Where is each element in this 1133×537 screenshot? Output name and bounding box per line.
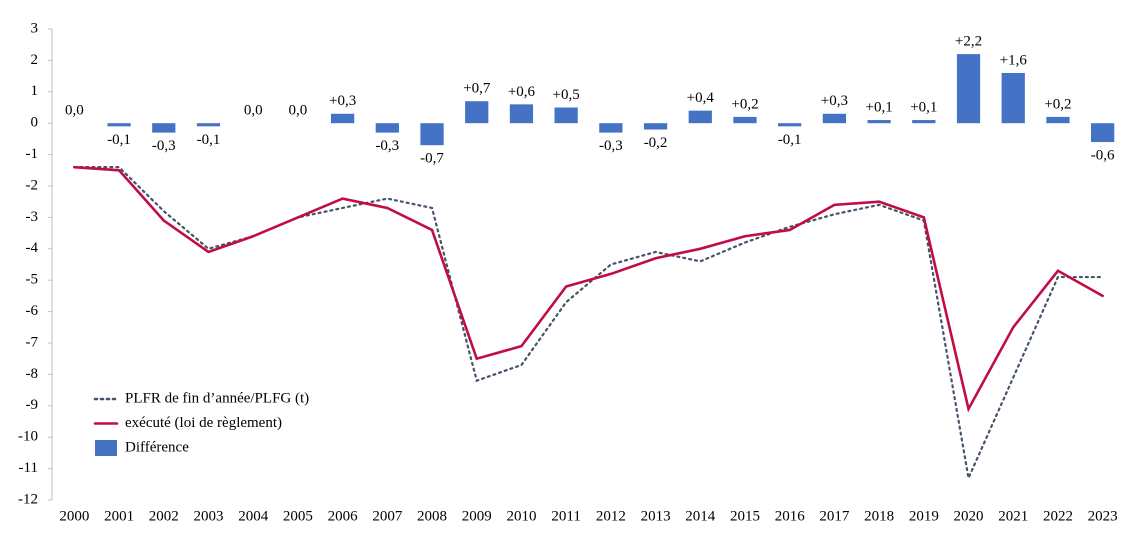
data-label: +0,5 xyxy=(553,87,580,103)
legend-label: PLFR de fin d’année/PLFG (t) xyxy=(125,390,309,406)
bar xyxy=(1046,116,1070,124)
x-tick-label: 2022 xyxy=(1043,508,1073,524)
data-label: +0,2 xyxy=(731,96,758,112)
y-tick-label: -1 xyxy=(26,146,39,162)
bar xyxy=(956,54,981,124)
y-tick-label: -8 xyxy=(26,366,39,382)
x-tick-label: 2018 xyxy=(864,508,894,524)
data-label: 0,0 xyxy=(289,103,308,119)
x-tick-label: 2007 xyxy=(372,508,403,524)
data-label: -0,6 xyxy=(1091,147,1115,163)
y-tick-label: -3 xyxy=(26,209,39,225)
data-label: +2,2 xyxy=(955,34,982,50)
data-label: -0,3 xyxy=(599,138,623,154)
x-tick-label: 2002 xyxy=(149,508,179,524)
data-label: -0,3 xyxy=(152,138,176,154)
data-label: 0,0 xyxy=(65,103,84,119)
data-label: +0,1 xyxy=(865,99,892,115)
y-tick-label: -2 xyxy=(26,177,39,193)
x-tick-label: 2008 xyxy=(417,508,447,524)
x-tick-label: 2004 xyxy=(238,508,269,524)
x-tick-label: 2015 xyxy=(730,508,760,524)
bar xyxy=(643,123,668,130)
x-tick-label: 2011 xyxy=(551,508,580,524)
legend-swatch xyxy=(95,440,117,456)
y-tick-label: 1 xyxy=(31,83,39,99)
x-tick-label: 2010 xyxy=(506,508,536,524)
x-tick-label: 2005 xyxy=(283,508,313,524)
y-tick-label: -12 xyxy=(18,491,38,507)
y-tick-label: -4 xyxy=(26,240,39,256)
y-tick-label: -10 xyxy=(18,429,38,445)
x-tick-label: 2012 xyxy=(596,508,626,524)
bar xyxy=(375,123,399,133)
y-tick-label: -7 xyxy=(26,334,39,350)
x-tick-label: 2013 xyxy=(641,508,671,524)
x-tick-label: 2003 xyxy=(193,508,223,524)
bar xyxy=(867,120,891,124)
data-label: +0,4 xyxy=(687,90,715,106)
x-tick-label: 2001 xyxy=(104,508,134,524)
x-tick-label: 2017 xyxy=(819,508,850,524)
x-tick-label: 2009 xyxy=(462,508,492,524)
bar xyxy=(152,123,176,133)
data-label: +0,6 xyxy=(508,84,536,100)
y-tick-label: 0 xyxy=(31,115,39,131)
bar xyxy=(778,123,802,127)
x-tick-label: 2019 xyxy=(909,508,939,524)
y-tick-label: -5 xyxy=(26,272,39,288)
data-label: +1,6 xyxy=(1000,52,1028,68)
bar xyxy=(1091,123,1115,143)
bar xyxy=(912,120,936,124)
data-label: +0,2 xyxy=(1044,96,1071,112)
legend-label: exécuté (loi de règlement) xyxy=(125,415,282,431)
data-label: -0,3 xyxy=(375,138,399,154)
x-tick-label: 2023 xyxy=(1088,508,1118,524)
legend-label: Différence xyxy=(125,439,189,455)
x-tick-label: 2020 xyxy=(954,508,984,524)
x-tick-label: 2006 xyxy=(328,508,359,524)
x-tick-label: 2014 xyxy=(685,508,716,524)
y-tick-label: 3 xyxy=(31,20,39,36)
data-label: -0,1 xyxy=(197,132,221,148)
y-tick-label: -6 xyxy=(26,303,39,319)
data-label: -0,1 xyxy=(107,132,131,148)
bar xyxy=(733,116,757,124)
x-tick-label: 2021 xyxy=(998,508,1028,524)
x-tick-label: 2000 xyxy=(59,508,89,524)
bar xyxy=(1001,72,1025,124)
y-tick-label: 2 xyxy=(31,52,39,68)
data-label: -0,1 xyxy=(778,132,802,148)
y-tick-label: -9 xyxy=(26,397,39,413)
data-label: +0,7 xyxy=(463,81,491,97)
bar xyxy=(420,123,444,146)
bar xyxy=(509,104,534,124)
x-tick-label: 2016 xyxy=(775,508,806,524)
bar xyxy=(330,113,355,124)
line xyxy=(73,165,1104,413)
data-label: +0,3 xyxy=(821,93,848,109)
data-label: -0,7 xyxy=(420,151,444,167)
bar xyxy=(688,110,712,124)
data-label: 0,0 xyxy=(244,103,263,119)
bar xyxy=(822,113,847,124)
bar xyxy=(196,123,221,127)
data-label: -0,2 xyxy=(644,135,668,151)
data-label: +0,3 xyxy=(329,93,356,109)
bar xyxy=(554,107,578,124)
bar xyxy=(599,123,623,133)
data-label: +0,1 xyxy=(910,99,937,115)
bar xyxy=(107,123,131,127)
bar xyxy=(465,101,489,124)
y-tick-label: -11 xyxy=(19,460,38,476)
